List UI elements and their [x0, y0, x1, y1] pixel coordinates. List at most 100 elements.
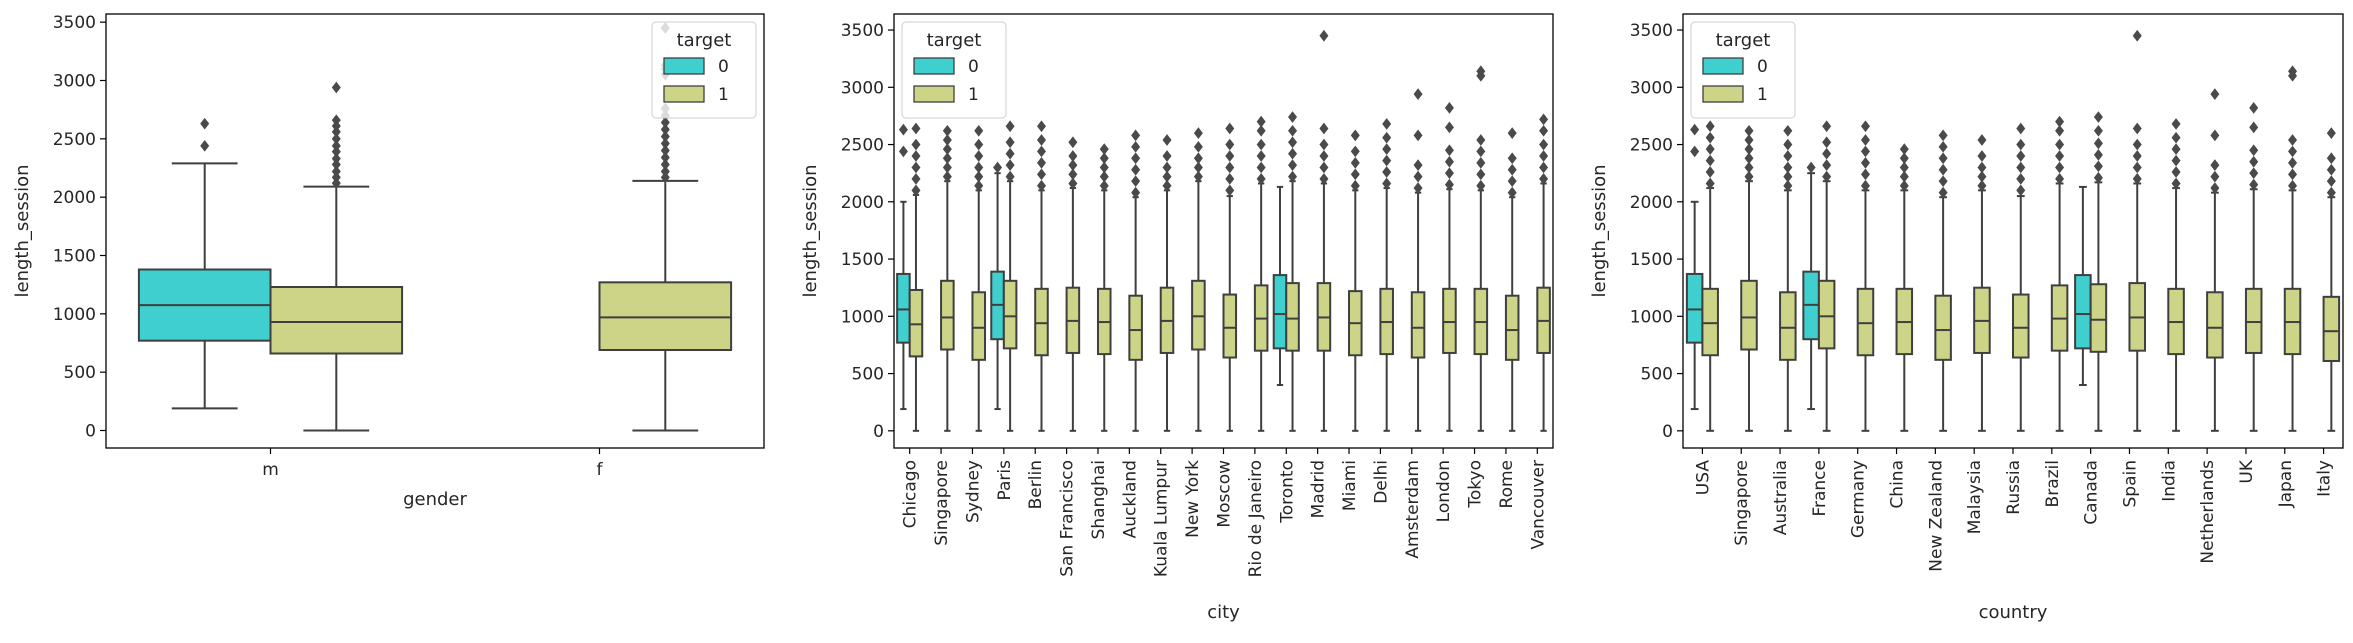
box-india-target-1 [2167, 118, 2185, 432]
outlier-point [1507, 163, 1517, 176]
outlier-point [1036, 168, 1046, 181]
x-tick-label: Italy [2315, 460, 2335, 497]
y-tick-label: 3500 [53, 13, 96, 33]
x-tick-label: New Zealand [1926, 460, 1946, 572]
outlier-point [660, 116, 670, 129]
outlier-point [911, 184, 921, 197]
x-axis-label: gender [403, 489, 467, 510]
legend-swatch-1 [913, 85, 955, 103]
x-tick-label: Russia [2004, 460, 2024, 515]
outlier-point [1507, 127, 1517, 139]
iqr-box [269, 286, 404, 355]
outlier-point [331, 165, 341, 178]
iqr-box [1222, 293, 1238, 359]
iqr-box [1856, 287, 1875, 357]
outlier-point [1444, 144, 1454, 157]
iqr-box [940, 279, 955, 351]
x-tick-label: Delhi [1371, 460, 1391, 504]
x-tick-label: London [1434, 460, 1454, 522]
outlier-point [911, 138, 921, 151]
outlier-point [2288, 168, 2298, 181]
box-russia-target-1 [2012, 122, 2030, 432]
outlier-point [1476, 65, 1486, 78]
y-axis-label: length_session [800, 164, 821, 297]
legend: target 0 1 [1690, 21, 1796, 119]
box-paris-target-1 [1002, 120, 1018, 432]
outlier-point [2210, 129, 2220, 142]
legend-label-1: 1 [718, 85, 729, 105]
outlier-point [1705, 177, 1715, 190]
outlier-point [1507, 186, 1517, 199]
outlier-point [1350, 179, 1360, 192]
outlier-point [1444, 102, 1454, 114]
outlier-point [1822, 159, 1832, 172]
outlier-point [1938, 175, 1948, 188]
outlier-point [1036, 157, 1046, 169]
box-rio-de-janeiro-target-1 [1253, 115, 1269, 432]
outlier-point [1193, 140, 1203, 153]
outlier-point [1256, 173, 1266, 185]
legend-label-1: 1 [1757, 85, 1768, 105]
y-tick-label: 1000 [53, 305, 96, 325]
outlier-point [1444, 178, 1454, 191]
outlier-point [1539, 150, 1549, 162]
outlier-point [2171, 154, 2181, 167]
outlier-point [1099, 152, 1109, 165]
outlier-point [660, 137, 670, 150]
x-tick-label: UK [2237, 459, 2257, 483]
box-uk-target-1 [2244, 102, 2263, 432]
x-tick-label: Madrid [1309, 460, 1329, 518]
box-san-francisco-target-1 [1065, 136, 1081, 432]
outlier-point [911, 122, 921, 135]
x-axis-label: country [1979, 602, 2048, 623]
outlier-point [1977, 179, 1987, 192]
x-tick-label: Rio de Janeiro [1246, 460, 1266, 577]
outlier-point [1444, 167, 1454, 180]
box-chicago-target-1 [908, 122, 924, 432]
box-usa-target-1 [1701, 120, 1719, 432]
outlier-point [2093, 171, 2103, 184]
outlier-point [2171, 177, 2181, 190]
iqr-box [1002, 279, 1018, 350]
outlier-point [1744, 143, 1754, 155]
outlier-point [1131, 175, 1141, 188]
outlier-point [1319, 122, 1329, 135]
outlier-point [660, 144, 670, 157]
x-tick-label: Japan [2276, 460, 2296, 508]
outlier-point [1162, 161, 1172, 174]
outlier-point [2093, 160, 2103, 173]
y-tick-label: 2000 [53, 188, 96, 208]
box-paris-target-0 [990, 161, 1005, 411]
outlier-point [660, 158, 670, 171]
outlier-point [974, 170, 984, 183]
outlier-point [1382, 131, 1392, 144]
outlier-point [1783, 124, 1793, 137]
x-tick-label: Germany [1849, 460, 1869, 538]
y-tick-label: 3500 [1630, 21, 1673, 41]
iqr-box [2074, 274, 2092, 350]
outlier-point [1036, 179, 1046, 192]
outlier-point [1783, 138, 1793, 151]
legend-title: target [927, 30, 982, 51]
iqr-box [1779, 291, 1797, 361]
outlier-point [1744, 152, 1754, 165]
outlier-point [2055, 173, 2065, 185]
outlier-point [1539, 113, 1549, 126]
outlier-point [942, 161, 952, 174]
box-brazil-target-1 [2050, 115, 2069, 432]
outlier-point [200, 139, 210, 152]
outlier-point [2210, 182, 2220, 194]
outlier-point [1193, 127, 1203, 139]
y-tick-label: 2000 [1630, 193, 1673, 213]
outlier-point [993, 161, 1003, 174]
chart-1: 0 500 1000 1500 2000 2500 3000 3500 length_sessi… [12, 13, 765, 510]
box-f-target-1 [598, 22, 733, 432]
outlier-point [1099, 179, 1109, 192]
outlier-point [1288, 136, 1298, 149]
outlier-point [1225, 122, 1235, 135]
outlier-point [2055, 115, 2065, 128]
box-berlin-target-1 [1034, 120, 1049, 432]
outlier-point [1068, 159, 1078, 172]
outlier-point [331, 81, 341, 94]
